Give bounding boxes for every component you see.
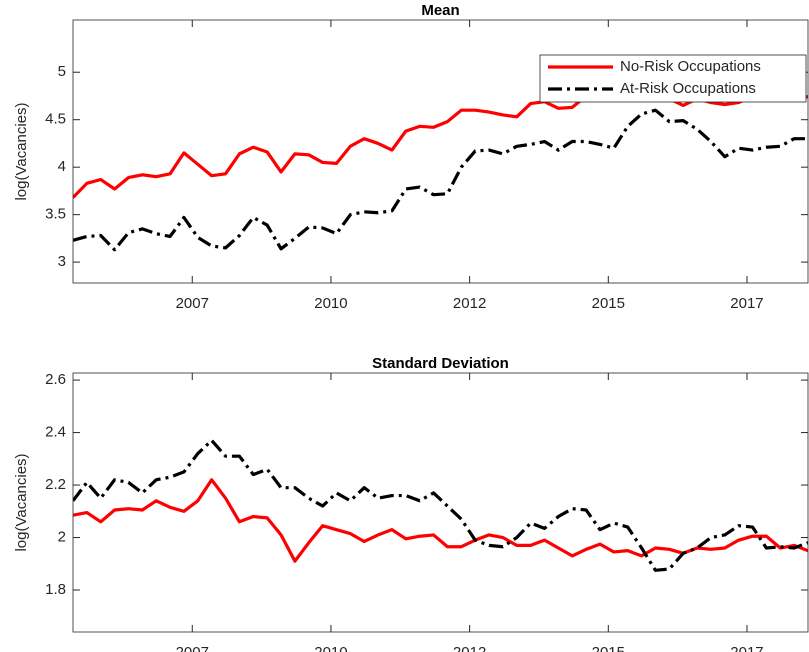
series-line: [73, 478, 808, 563]
y-tick-label: 3.5: [45, 206, 66, 223]
x-tick-label: 2010: [314, 644, 347, 652]
x-tick-label: 2015: [592, 295, 625, 312]
x-tick-label: 2010: [314, 295, 347, 312]
series-line: [73, 438, 808, 572]
x-tick-label: 2007: [176, 295, 209, 312]
chart-title: Standard Deviation: [372, 355, 509, 372]
x-tick-label: 2012: [453, 295, 486, 312]
legend-box: [539, 54, 807, 103]
y-tick-label: 1.8: [45, 581, 66, 598]
x-tick-label: 2015: [592, 644, 625, 652]
y-tick-label: 2.4: [45, 424, 66, 441]
y-tick-label: 2.6: [45, 371, 66, 388]
x-tick-label: 2017: [730, 295, 763, 312]
y-axis-label: log(Vacancies): [13, 453, 30, 551]
series-line: [73, 108, 808, 252]
y-tick-label: 4: [58, 158, 66, 175]
series-line: [73, 87, 808, 199]
axes-box: [72, 19, 809, 284]
x-tick-label: 2017: [730, 644, 763, 652]
y-tick-label: 4.5: [45, 111, 66, 128]
y-tick-label: 3: [58, 253, 66, 270]
y-tick-label: 2: [58, 529, 66, 546]
y-tick-label: 2.2: [45, 476, 66, 493]
x-tick-label: 2012: [453, 644, 486, 652]
chart-title: Mean: [421, 2, 459, 19]
y-tick-label: 5: [58, 63, 66, 80]
x-tick-label: 2007: [176, 644, 209, 652]
legend-label: No-Risk Occupations: [620, 58, 761, 75]
axes-box: [72, 372, 809, 633]
legend-label: At-Risk Occupations: [620, 80, 756, 97]
y-axis-label: log(Vacancies): [13, 102, 30, 200]
